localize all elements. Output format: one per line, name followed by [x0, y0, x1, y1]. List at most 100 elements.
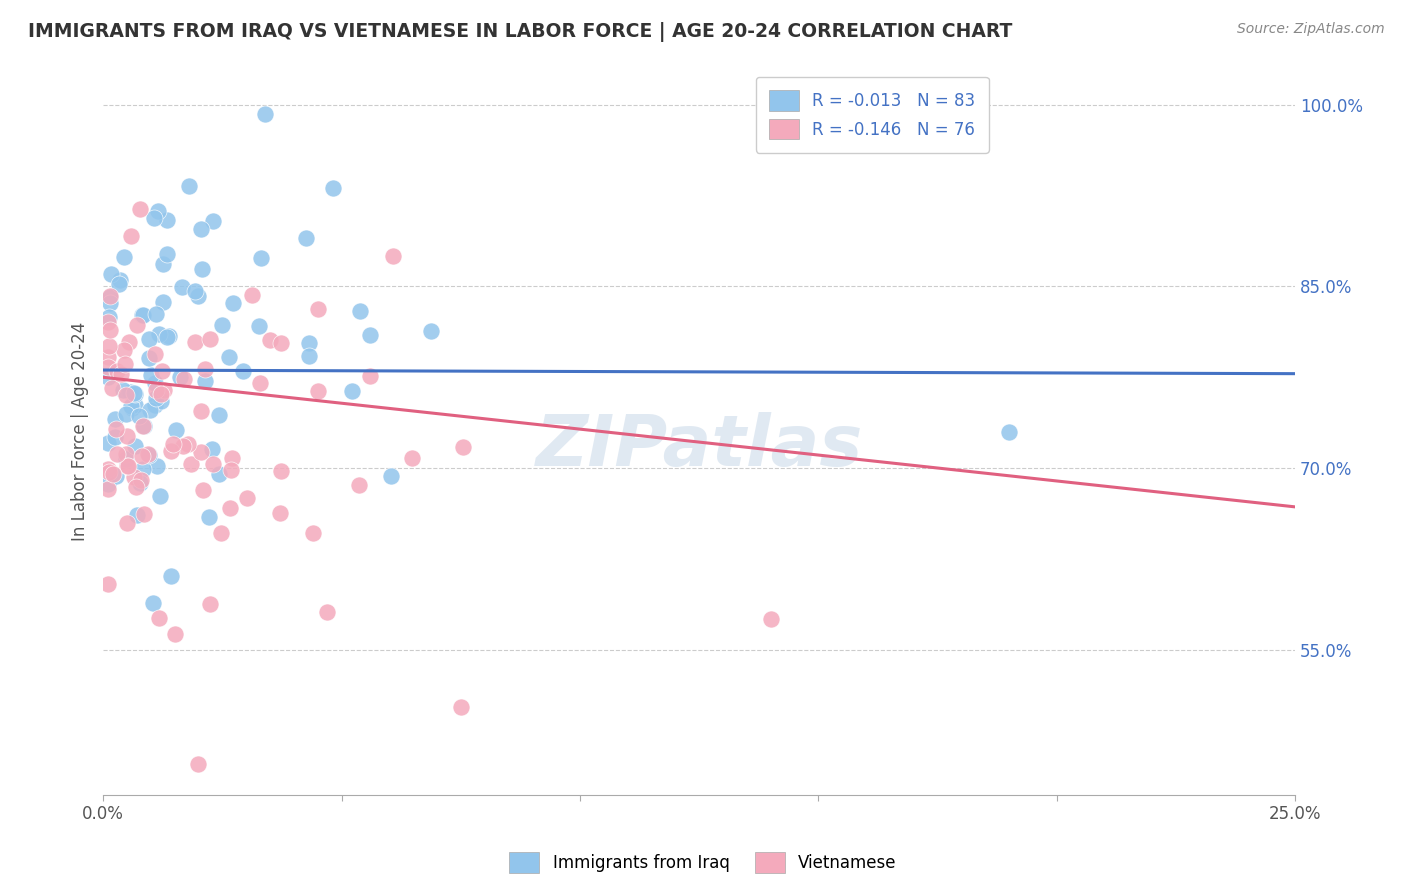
Point: [115, 407, 138, 421]
Point: [295, 231, 318, 245]
Point: [152, 364, 174, 378]
Point: [201, 457, 224, 471]
Point: [118, 385, 141, 400]
Point: [143, 211, 166, 226]
Point: [146, 203, 169, 218]
Point: [124, 387, 146, 401]
Point: [201, 442, 224, 456]
Point: [419, 324, 441, 338]
Point: [202, 213, 225, 227]
Point: [259, 333, 281, 347]
Point: [307, 384, 329, 399]
Point: [146, 458, 169, 473]
Point: [115, 447, 138, 461]
Point: [298, 349, 321, 363]
Point: [97, 339, 120, 353]
Point: [236, 491, 259, 505]
Point: [152, 257, 174, 271]
Point: [138, 351, 160, 366]
Point: [138, 448, 160, 462]
Point: [104, 422, 127, 436]
Point: [104, 468, 127, 483]
Point: [97, 482, 120, 496]
Point: [117, 429, 139, 443]
Point: [209, 526, 232, 541]
Legend: Immigrants from Iraq, Vietnamese: Immigrants from Iraq, Vietnamese: [503, 846, 903, 880]
Point: [143, 347, 166, 361]
Point: [998, 425, 1021, 439]
Point: [159, 329, 181, 343]
Point: [191, 483, 214, 497]
Point: [180, 458, 202, 472]
Text: Source: ZipAtlas.com: Source: ZipAtlas.com: [1237, 22, 1385, 37]
Point: [117, 516, 139, 530]
Legend: R = -0.013   N = 83, R = -0.146   N = 76: R = -0.013 N = 83, R = -0.146 N = 76: [755, 77, 988, 153]
Point: [156, 213, 179, 227]
Point: [156, 330, 179, 344]
Point: [136, 447, 159, 461]
Point: [124, 438, 146, 452]
Point: [143, 398, 166, 412]
Point: [97, 436, 120, 450]
Point: [149, 489, 172, 503]
Point: [145, 384, 167, 398]
Point: [101, 467, 124, 481]
Point: [184, 284, 207, 298]
Point: [128, 202, 150, 216]
Point: [131, 308, 153, 322]
Point: [162, 437, 184, 451]
Point: [112, 343, 135, 358]
Point: [145, 307, 167, 321]
Point: [117, 458, 139, 473]
Point: [105, 364, 128, 378]
Point: [132, 308, 155, 322]
Point: [98, 289, 121, 303]
Point: [172, 439, 194, 453]
Point: [97, 577, 120, 591]
Point: [208, 409, 231, 423]
Point: [104, 412, 127, 426]
Point: [139, 368, 162, 382]
Point: [129, 473, 152, 487]
Point: [380, 469, 402, 483]
Point: [150, 387, 173, 401]
Point: [131, 450, 153, 464]
Point: [190, 262, 212, 277]
Point: [156, 247, 179, 261]
Point: [121, 401, 143, 416]
Point: [97, 315, 120, 329]
Point: [165, 423, 187, 437]
Point: [253, 107, 276, 121]
Point: [97, 350, 120, 364]
Point: [219, 501, 242, 516]
Point: [759, 612, 782, 626]
Point: [125, 480, 148, 494]
Point: [152, 294, 174, 309]
Point: [139, 403, 162, 417]
Point: [111, 383, 134, 397]
Point: [143, 376, 166, 390]
Point: [97, 359, 120, 374]
Point: [381, 249, 404, 263]
Point: [269, 506, 291, 520]
Point: [98, 323, 121, 337]
Point: [170, 280, 193, 294]
Point: [194, 361, 217, 376]
Point: [232, 364, 254, 378]
Point: [240, 288, 263, 302]
Point: [190, 445, 212, 459]
Point: [132, 418, 155, 433]
Point: [347, 478, 370, 492]
Point: [108, 272, 131, 286]
Point: [120, 229, 142, 244]
Point: [179, 178, 201, 193]
Point: [177, 437, 200, 451]
Point: [105, 447, 128, 461]
Point: [114, 357, 136, 371]
Point: [450, 699, 472, 714]
Point: [190, 222, 212, 236]
Point: [138, 332, 160, 346]
Point: [150, 394, 173, 409]
Point: [125, 508, 148, 523]
Point: [125, 318, 148, 333]
